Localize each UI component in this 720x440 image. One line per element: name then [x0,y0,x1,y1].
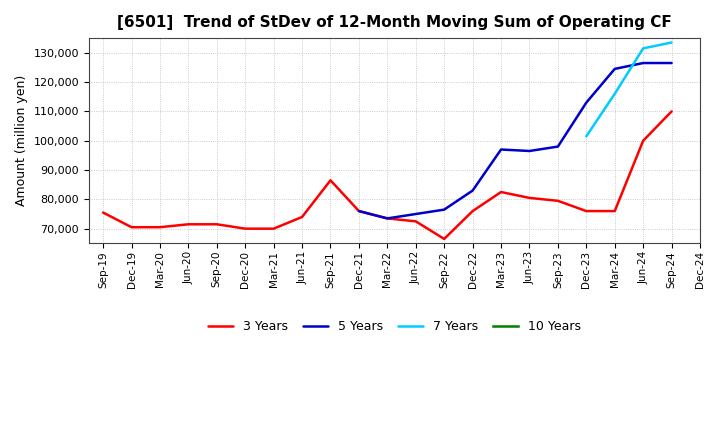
3 Years [99,210,107,215]
3 Years [326,178,335,183]
Line: 5 Years: 5 Years [359,63,672,218]
3 Years [355,209,364,214]
3 Years [611,209,619,214]
3 Years [127,224,136,230]
7 Years [611,91,619,96]
5 Years [383,216,392,221]
5 Years [411,211,420,216]
3 Years [212,222,221,227]
3 Years [667,109,676,114]
3 Years [411,219,420,224]
3 Years [184,222,193,227]
7 Years [639,46,647,51]
3 Years [241,226,250,231]
7 Years [667,40,676,45]
5 Years [667,60,676,66]
3 Years [497,189,505,194]
Y-axis label: Amount (million yen): Amount (million yen) [15,75,28,206]
3 Years [298,214,307,220]
3 Years [468,209,477,214]
5 Years [582,100,590,105]
5 Years [468,188,477,193]
5 Years [554,144,562,149]
5 Years [355,209,364,214]
5 Years [639,60,647,66]
Line: 7 Years: 7 Years [586,43,672,136]
5 Years [440,207,449,212]
3 Years [525,195,534,201]
Line: 3 Years: 3 Years [103,111,672,239]
7 Years [582,134,590,139]
3 Years [582,209,590,214]
5 Years [525,148,534,154]
5 Years [611,66,619,72]
3 Years [156,224,164,230]
5 Years [497,147,505,152]
Title: [6501]  Trend of StDev of 12-Month Moving Sum of Operating CF: [6501] Trend of StDev of 12-Month Moving… [117,15,672,30]
3 Years [554,198,562,203]
3 Years [440,236,449,242]
3 Years [639,138,647,143]
Legend: 3 Years, 5 Years, 7 Years, 10 Years: 3 Years, 5 Years, 7 Years, 10 Years [203,315,586,338]
3 Years [269,226,278,231]
3 Years [383,216,392,221]
